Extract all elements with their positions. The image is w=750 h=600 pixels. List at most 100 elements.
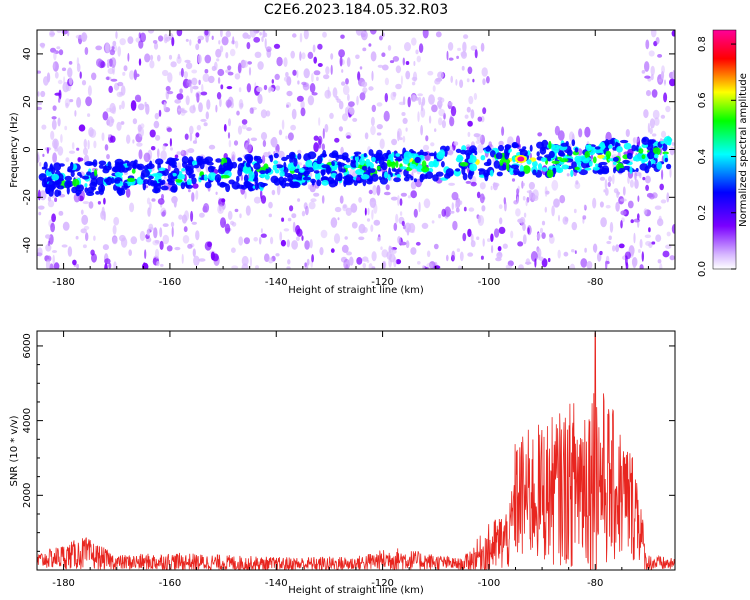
heatmap-speckle <box>317 63 323 67</box>
heatmap-speckle <box>198 102 203 113</box>
heatmap-speckle <box>541 258 548 268</box>
heatmap-speckle <box>362 227 368 233</box>
heatmap-speckle <box>401 112 406 116</box>
heatmap-cell <box>424 173 428 180</box>
heatmap-speckle <box>417 111 420 123</box>
heatmap-speckle <box>313 56 318 64</box>
heatmap-speckle <box>411 229 415 234</box>
heatmap-cell <box>269 154 274 163</box>
heatmap-speckle <box>430 142 435 147</box>
heatmap-speckle <box>297 80 300 85</box>
heatmap-cell <box>76 192 80 197</box>
heatmap-cell <box>177 173 186 180</box>
heatmap-cell <box>243 174 249 183</box>
heatmap-speckle <box>223 124 227 132</box>
snr-y-tick-label: 6000 <box>22 333 33 358</box>
heatmap-speckle <box>143 152 151 163</box>
heatmap-cell <box>461 166 466 175</box>
heatmap-speckle <box>146 197 151 205</box>
heatmap-speckle <box>185 38 189 42</box>
heatmap-cell <box>313 170 320 174</box>
heatmap-cell <box>612 161 617 165</box>
heatmap-cell <box>89 181 98 189</box>
heatmap-cell <box>203 174 208 182</box>
heatmap-speckle <box>313 192 320 197</box>
heatmap-cell <box>292 181 301 189</box>
heatmap-y-tick-label: 20 <box>22 95 33 108</box>
heatmap-speckle <box>303 68 310 79</box>
heatmap-cell <box>236 175 240 183</box>
heatmap-speckle <box>382 260 387 269</box>
heatmap-speckle <box>547 257 551 263</box>
heatmap-cell <box>185 168 193 176</box>
heatmap-speckle <box>584 126 591 138</box>
heatmap-speckle <box>51 119 57 130</box>
heatmap-speckle <box>106 76 110 81</box>
heatmap-cell <box>154 172 163 178</box>
heatmap-speckle <box>645 184 649 191</box>
heatmap-speckle <box>185 149 189 156</box>
heatmap-speckle <box>255 265 259 269</box>
heatmap-speckle <box>215 48 222 58</box>
heatmap-cell <box>225 183 231 193</box>
heatmap-speckle <box>400 75 403 86</box>
heatmap-speckle <box>202 205 208 213</box>
heatmap-speckle <box>238 236 244 246</box>
heatmap-speckle <box>511 178 516 182</box>
snr-y-tick-label: 2000 <box>22 483 33 508</box>
heatmap-speckle <box>127 52 130 62</box>
heatmap-speckle <box>634 179 639 189</box>
heatmap-cell <box>328 179 337 188</box>
heatmap-speckle <box>61 244 68 248</box>
heatmap-speckle <box>455 207 460 213</box>
heatmap-speckle <box>379 138 385 150</box>
heatmap-speckle <box>361 30 368 41</box>
heatmap-speckle <box>106 154 110 160</box>
heatmap-speckle <box>260 189 263 200</box>
heatmap-speckle <box>162 144 166 151</box>
heatmap-cell <box>588 146 596 150</box>
snr-x-tick-label: -160 <box>159 578 182 589</box>
heatmap-speckle <box>320 229 328 239</box>
heatmap-speckle <box>200 91 208 96</box>
heatmap-speckle <box>263 84 268 91</box>
heatmap-speckle <box>372 185 377 196</box>
heatmap-cell <box>571 139 576 147</box>
heatmap-speckle <box>516 188 520 195</box>
heatmap-speckle <box>380 246 383 250</box>
heatmap-x-tick-label: -80 <box>587 277 603 288</box>
heatmap-speckle <box>53 262 60 269</box>
heatmap-speckle <box>299 51 302 61</box>
heatmap-speckle <box>47 199 55 208</box>
heatmap-speckle <box>260 132 268 141</box>
heatmap-speckle <box>54 71 59 79</box>
heatmap-speckle <box>619 198 627 202</box>
heatmap-speckle <box>317 43 323 50</box>
heatmap-speckle <box>271 79 274 84</box>
heatmap-cell <box>293 157 298 167</box>
heatmap-cell <box>517 172 525 176</box>
heatmap-speckle <box>260 195 267 204</box>
heatmap-speckle <box>405 127 408 132</box>
heatmap-cell <box>186 178 192 186</box>
heatmap-speckle <box>295 236 300 242</box>
heatmap-speckle <box>369 198 376 202</box>
heatmap-speckle <box>323 74 330 80</box>
heatmap-speckle <box>104 144 109 151</box>
heatmap-speckle <box>87 85 92 97</box>
heatmap-speckle <box>660 114 666 119</box>
heatmap-speckle <box>260 228 263 234</box>
heatmap-speckle <box>389 253 396 263</box>
heatmap-speckle <box>620 220 623 229</box>
heatmap-speckle <box>569 131 575 142</box>
heatmap-speckle <box>211 35 214 40</box>
heatmap-speckle <box>428 94 435 105</box>
heatmap-cell <box>259 170 266 175</box>
heatmap-speckle <box>527 227 530 235</box>
heatmap-cell <box>561 164 570 170</box>
heatmap-speckle <box>260 109 267 119</box>
heatmap-speckle <box>417 93 424 97</box>
heatmap-speckle <box>373 203 378 214</box>
heatmap-cell <box>626 152 633 160</box>
heatmap-speckle <box>187 243 193 249</box>
